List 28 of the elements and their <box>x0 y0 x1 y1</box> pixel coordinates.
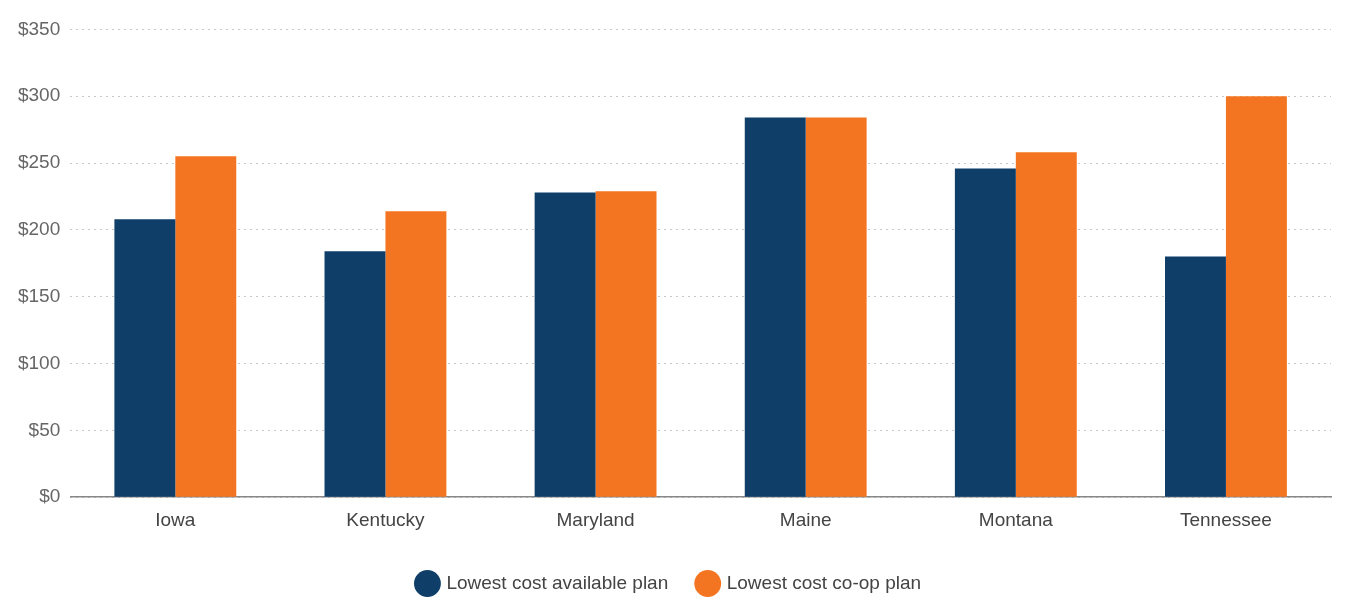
bar <box>385 211 447 497</box>
legend-label: Lowest cost available plan <box>446 571 669 593</box>
y-tick-label: $350 <box>17 17 61 39</box>
x-tick-label: Kentucky <box>346 508 426 530</box>
bar <box>805 117 867 497</box>
bar <box>1015 152 1077 497</box>
x-tick-label: Tennessee <box>1179 508 1272 530</box>
bar <box>1225 96 1287 497</box>
x-tick-label: Maryland <box>556 508 635 530</box>
bar <box>175 156 237 497</box>
y-tick-label: $300 <box>17 84 61 106</box>
bar <box>744 117 806 497</box>
x-tick-label: Maine <box>779 508 832 530</box>
legend-label: Lowest cost co-op plan <box>726 571 922 593</box>
x-tick-label: Iowa <box>155 508 196 530</box>
y-tick-label: $50 <box>28 418 61 440</box>
y-tick-label: $150 <box>17 284 61 306</box>
y-tick-label: $100 <box>17 351 61 373</box>
bar <box>114 219 176 497</box>
y-tick-label: $250 <box>17 151 61 173</box>
bar <box>595 191 657 497</box>
bar <box>1165 256 1226 497</box>
bar <box>534 192 596 497</box>
x-tick-label: Montana <box>978 508 1054 530</box>
bar <box>324 251 386 497</box>
bar <box>954 168 1016 497</box>
y-tick-label: $200 <box>17 218 61 240</box>
y-tick-label: $0 <box>39 485 61 507</box>
